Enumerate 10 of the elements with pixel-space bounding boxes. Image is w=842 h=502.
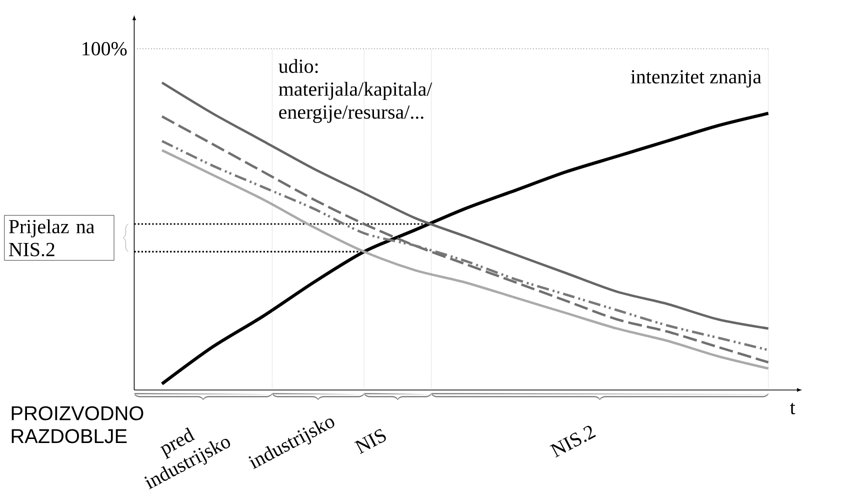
series-label: intenzitet znanja	[630, 70, 762, 88]
x-axis-title: t	[790, 402, 796, 414]
text: NIS.2	[550, 426, 596, 458]
text: PROIZVODNO RAZDOBLJE	[12, 406, 144, 444]
annotation: energije/resursa/...	[279, 105, 424, 123]
text: 100%	[82, 42, 127, 56]
text: udio:	[278, 58, 318, 74]
text: Prijelaz na NIS.2	[8, 219, 94, 256]
annotation: materijala/kapitala/	[278, 82, 432, 100]
text: NIS	[354, 428, 386, 454]
